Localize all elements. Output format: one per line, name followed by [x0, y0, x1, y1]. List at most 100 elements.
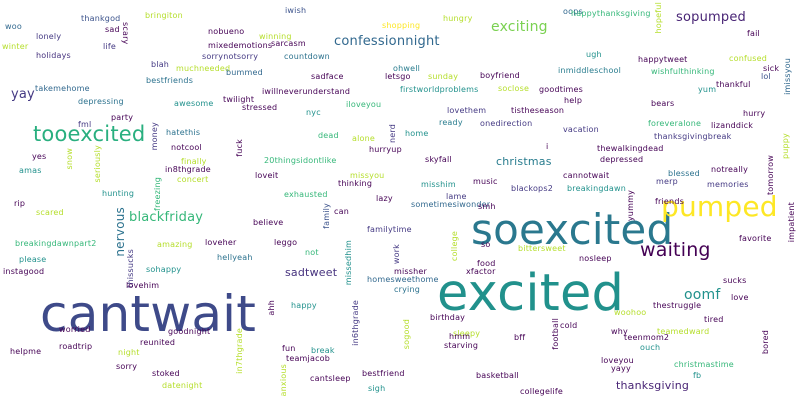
- word-sleepy: sleepy: [453, 329, 481, 338]
- word-foreveralone: foreveralone: [648, 119, 702, 128]
- word-football: football: [551, 318, 560, 350]
- word-lizanddick: lizanddick: [711, 121, 754, 130]
- word-happythanksgiving: happythanksgiving: [571, 9, 651, 18]
- word-lol: lol: [761, 72, 771, 81]
- word-blessed: blessed: [668, 169, 700, 178]
- word-hatethis: hatethis: [166, 128, 201, 137]
- word-woohoo: woohoo: [614, 308, 647, 317]
- word-bittersweet: bittersweet: [518, 244, 566, 253]
- word-collegelife: collegelife: [520, 387, 564, 396]
- word-nobueno: nobueno: [208, 27, 245, 36]
- word-depressed: depressed: [600, 155, 644, 164]
- word-sadtweet: sadtweet: [285, 266, 338, 279]
- word-starving: starving: [444, 341, 479, 350]
- word-datenight: datenight: [162, 381, 203, 390]
- word-lame: lame: [446, 192, 467, 201]
- word-sometimesiwonder: sometimesiwonder: [411, 200, 491, 209]
- word-shopping: shopping: [382, 21, 421, 30]
- word-iloveyou: iloveyou: [346, 100, 382, 109]
- word-christmastime: christmastime: [674, 360, 734, 369]
- word-hmm: hmm: [449, 332, 471, 341]
- word-holidays: holidays: [36, 51, 71, 60]
- word-music: music: [473, 177, 498, 186]
- word-seriously: seriously: [93, 145, 102, 183]
- word-twilight: twilight: [223, 95, 255, 104]
- word-can: can: [334, 207, 349, 216]
- word-happytweet: happytweet: [638, 55, 688, 64]
- word-goodtimes: goodtimes: [539, 85, 583, 94]
- word-wishfulthinking: wishfulthinking: [651, 67, 715, 76]
- word-tired: tired: [704, 315, 724, 324]
- word-life: life: [103, 42, 116, 51]
- word-hurry: hurry: [743, 109, 766, 118]
- word-hopeful: hopeful: [654, 2, 663, 34]
- word-crying: crying: [394, 285, 420, 294]
- word-yes: yes: [32, 152, 47, 161]
- word-fail: fail: [747, 29, 760, 38]
- word-roadtrip: roadtrip: [59, 342, 93, 351]
- word-hurryup: hurryup: [369, 145, 402, 154]
- word-stoked: stoked: [152, 369, 180, 378]
- word-nervous: nervous: [113, 207, 127, 257]
- word-winning: winning: [259, 32, 292, 41]
- word-cannotwait: cannotwait: [563, 171, 610, 180]
- word-nosleep: nosleep: [579, 254, 612, 263]
- word-mixedemotions: mixedemotions: [208, 41, 273, 50]
- word-waiting: waiting: [640, 239, 711, 261]
- word-money: money: [150, 122, 159, 151]
- word-impatient: impatient: [787, 202, 796, 243]
- word-ready: ready: [439, 118, 463, 127]
- word-oops: oops: [563, 7, 583, 16]
- word-bringiton: bringiton: [145, 11, 183, 20]
- word-in7thgrade: in7thgrade: [235, 328, 244, 374]
- word-letsgo: letsgo: [385, 72, 411, 81]
- word-notcool: notcool: [171, 143, 202, 152]
- word-blackfriday: blackfriday: [129, 210, 204, 225]
- word-concert: concert: [177, 175, 209, 184]
- word-tomorrow: tomorrow: [766, 155, 775, 196]
- word-sick: sick: [763, 64, 780, 73]
- word-i: i: [546, 142, 549, 151]
- word-stressed: stressed: [242, 103, 278, 112]
- word-yum: yum: [698, 85, 717, 94]
- word-firstworldproblems: firstworldproblems: [400, 85, 479, 94]
- word-hunting: hunting: [102, 189, 135, 198]
- word-misshim: misshim: [421, 180, 456, 189]
- word-believe: believe: [253, 218, 284, 227]
- word-break: break: [311, 346, 335, 355]
- word-bff: bff: [514, 333, 526, 342]
- word-takemehome: takemehome: [35, 84, 90, 93]
- word-blackops2: blackops2: [511, 184, 553, 193]
- word-blah: blah: [151, 60, 170, 69]
- word-favorite: favorite: [739, 234, 772, 243]
- word-thestruggle: thestruggle: [653, 301, 702, 310]
- word-awesome: awesome: [174, 99, 214, 108]
- word-pumped: pumped: [661, 190, 778, 223]
- word-xfactor: xfactor: [466, 267, 496, 276]
- word-nyc: nyc: [306, 108, 321, 117]
- word-exhausted: exhausted: [284, 190, 328, 199]
- word-missher: missher: [394, 267, 428, 276]
- word-iwish: iwish: [285, 6, 307, 15]
- word-oomf: oomf: [684, 287, 721, 303]
- word-20thingsidontlike: 20thingsidontlike: [264, 156, 337, 165]
- word-woo: woo: [5, 22, 22, 31]
- word-notreally: notreally: [711, 165, 749, 174]
- word-freezing: freezing: [153, 177, 162, 211]
- word-lovethem: lovethem: [447, 106, 487, 115]
- word-yayy: yayy: [611, 364, 631, 373]
- word-amas: amas: [19, 166, 42, 175]
- word-lonely: lonely: [36, 32, 62, 41]
- word-depressing: depressing: [78, 97, 124, 106]
- word-lazy: lazy: [376, 194, 393, 203]
- word-yummy: yummy: [626, 190, 635, 222]
- word-work: work: [392, 244, 401, 265]
- word-thinking: thinking: [338, 179, 373, 188]
- word-sucks: sucks: [723, 276, 747, 285]
- word-ugh: ugh: [586, 50, 602, 59]
- word-fml: fml: [78, 120, 92, 129]
- word-ahh: ahh: [267, 300, 276, 316]
- word-confessionnight: confessionnight: [334, 34, 440, 49]
- word-scared: scared: [36, 208, 64, 217]
- word-nerd: nerd: [388, 124, 397, 144]
